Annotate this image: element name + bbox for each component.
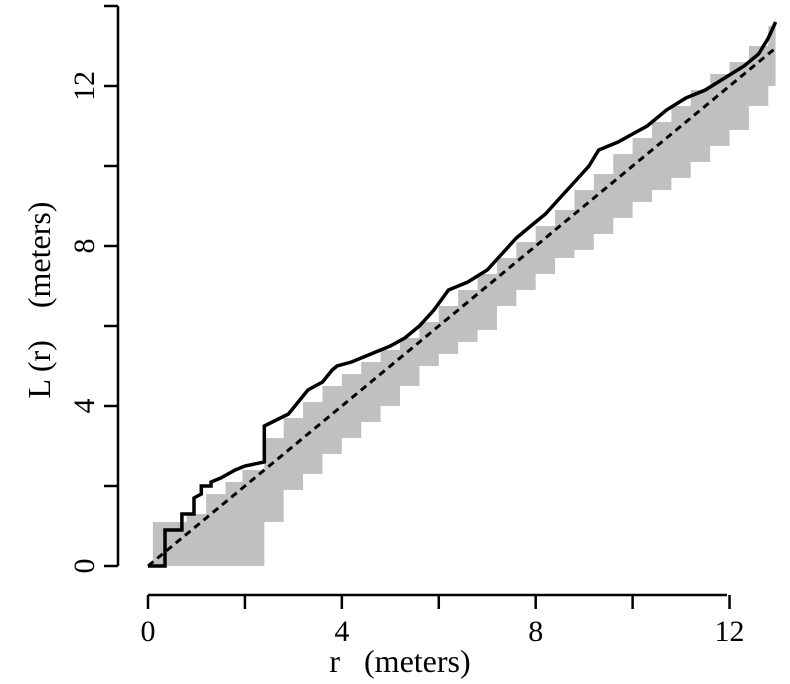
y-axis-title: L (r) (meters) — [21, 202, 57, 399]
series-layer — [147, 21, 778, 568]
y-tick-label: 0 — [68, 559, 101, 574]
observed-line — [148, 21, 778, 568]
y-tick-label: 8 — [68, 239, 101, 254]
x-tick-label: 12 — [715, 615, 745, 648]
y-tick-label: 4 — [68, 399, 101, 414]
x-axis-title: r (meters) — [329, 643, 470, 679]
envelope-band — [152, 10, 776, 566]
expected-line — [147, 46, 777, 568]
x-tick-label: 4 — [334, 615, 349, 648]
x-tick-label: 0 — [141, 615, 156, 648]
x-axis: 0 4 8 12 — [141, 593, 745, 648]
y-tick-label: 12 — [68, 71, 101, 101]
y-axis: 0 4 8 12 — [68, 4, 120, 574]
confidence-envelope — [152, 10, 776, 566]
x-tick-label: 8 — [528, 615, 543, 648]
